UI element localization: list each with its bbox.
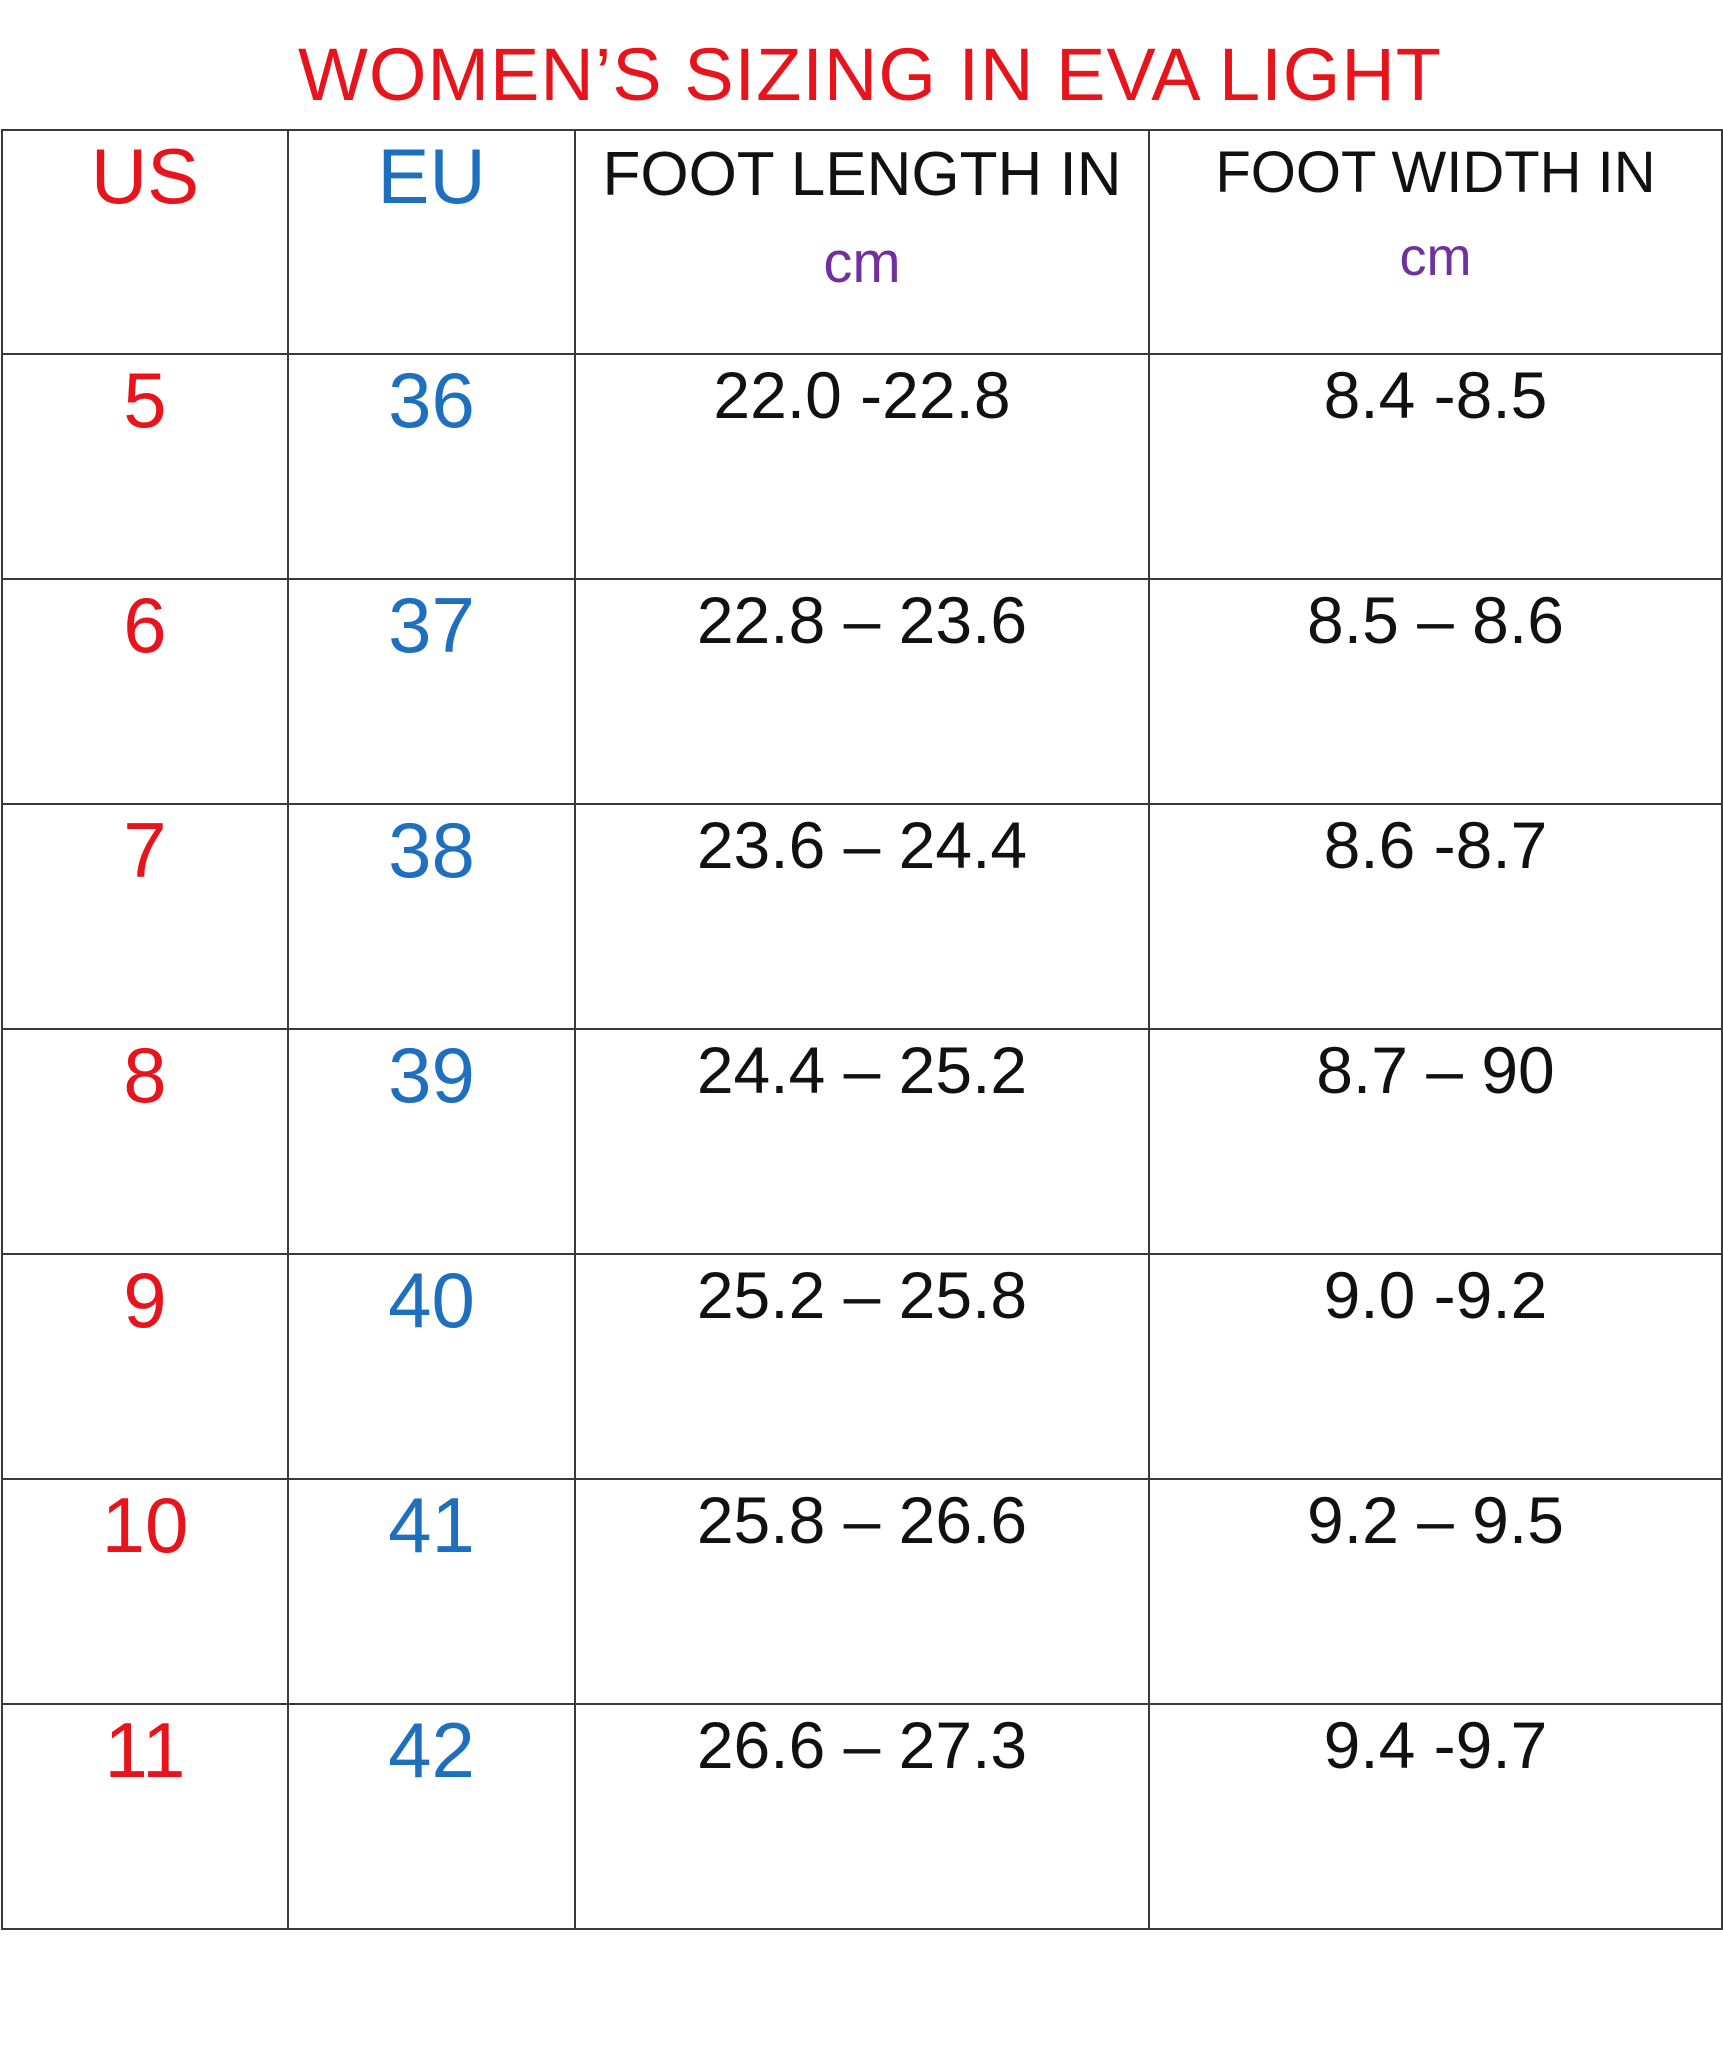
eu-size-value: 39: [388, 1031, 475, 1119]
foot-length-cell: 24.4 – 25.2: [574, 1028, 1150, 1255]
eu-size-cell: 37: [287, 578, 576, 805]
us-size-value: 7: [123, 806, 167, 894]
us-size-cell: 6: [1, 578, 289, 805]
eu-size-value: 42: [388, 1706, 475, 1794]
foot-length-value: 23.6 – 24.4: [696, 808, 1028, 882]
foot-width-value: 9.2 – 9.5: [1307, 1483, 1564, 1557]
us-size-value: 6: [123, 581, 167, 669]
table-row: 5 36 22.0 -22.8 8.4 -8.5: [1, 353, 1723, 580]
foot-length-value: 22.0 -22.8: [713, 358, 1011, 432]
table-row: 8 39 24.4 – 25.2 8.7 – 90: [1, 1028, 1723, 1255]
foot-width-value: 9.4 -9.7: [1323, 1708, 1548, 1782]
page-title: WOMEN’S SIZING IN EVA LIGHT: [298, 33, 1442, 116]
table-row: 9 40 25.2 – 25.8 9.0 -9.2: [1, 1253, 1723, 1480]
us-size-value: 5: [123, 356, 167, 444]
foot-width-cell: 8.6 -8.7: [1148, 803, 1723, 1030]
us-size-cell: 11: [1, 1703, 289, 1930]
foot-width-cell: 8.7 – 90: [1148, 1028, 1723, 1255]
header-foot-width-unit: cm: [1399, 227, 1472, 287]
table-row: 7 38 23.6 – 24.4 8.6 -8.7: [1, 803, 1723, 1030]
us-size-value: 9: [123, 1256, 167, 1344]
foot-length-value: 24.4 – 25.2: [696, 1033, 1028, 1107]
foot-width-cell: 8.4 -8.5: [1148, 353, 1723, 580]
foot-width-cell: 9.2 – 9.5: [1148, 1478, 1723, 1705]
foot-width-value: 9.0 -9.2: [1323, 1258, 1548, 1332]
us-size-cell: 8: [1, 1028, 289, 1255]
foot-width-cell: 9.4 -9.7: [1148, 1703, 1723, 1930]
foot-length-value: 26.6 – 27.3: [696, 1708, 1028, 1782]
foot-length-cell: 25.8 – 26.6: [574, 1478, 1150, 1705]
foot-length-value: 22.8 – 23.6: [696, 583, 1028, 657]
eu-size-cell: 40: [287, 1253, 576, 1480]
foot-width-value: 8.4 -8.5: [1323, 358, 1548, 432]
us-size-value: 8: [123, 1031, 167, 1119]
eu-size-value: 40: [388, 1256, 475, 1344]
us-size-cell: 10: [1, 1478, 289, 1705]
eu-size-value: 36: [388, 356, 475, 444]
header-foot-width: FOOT WIDTH IN cm: [1148, 129, 1723, 355]
foot-length-cell: 22.0 -22.8: [574, 353, 1150, 580]
us-size-cell: 9: [1, 1253, 289, 1480]
header-foot-length-unit: cm: [823, 230, 901, 295]
foot-width-cell: 9.0 -9.2: [1148, 1253, 1723, 1480]
foot-length-cell: 26.6 – 27.3: [574, 1703, 1150, 1930]
foot-length-value: 25.8 – 26.6: [696, 1483, 1028, 1557]
foot-width-value: 8.6 -8.7: [1323, 808, 1548, 882]
eu-size-cell: 42: [287, 1703, 576, 1930]
foot-width-value: 8.7 – 90: [1316, 1033, 1555, 1107]
header-eu-label: EU: [377, 132, 486, 220]
eu-size-cell: 38: [287, 803, 576, 1030]
us-size-cell: 7: [1, 803, 289, 1030]
foot-length-cell: 22.8 – 23.6: [574, 578, 1150, 805]
eu-size-value: 41: [388, 1481, 475, 1569]
foot-length-cell: 25.2 – 25.8: [574, 1253, 1150, 1480]
eu-size-cell: 36: [287, 353, 576, 580]
header-eu: EU: [287, 129, 576, 355]
foot-length-value: 25.2 – 25.8: [696, 1258, 1028, 1332]
header-foot-length-label: FOOT LENGTH IN: [602, 140, 1122, 209]
table-row: 11 42 26.6 – 27.3 9.4 -9.7: [1, 1703, 1723, 1930]
eu-size-cell: 39: [287, 1028, 576, 1255]
us-size-value: 11: [104, 1706, 186, 1794]
table-row: 10 41 25.8 – 26.6 9.2 – 9.5: [1, 1478, 1723, 1705]
table-row: 6 37 22.8 – 23.6 8.5 – 8.6: [1, 578, 1723, 805]
sizing-table: US EU FOOT LENGTH IN cm FOOT WIDTH IN cm…: [1, 129, 1723, 1930]
eu-size-cell: 41: [287, 1478, 576, 1705]
header-foot-width-label: FOOT WIDTH IN: [1215, 140, 1656, 205]
header-us: US: [1, 129, 289, 355]
header-foot-length: FOOT LENGTH IN cm: [574, 129, 1150, 355]
eu-size-value: 37: [388, 581, 475, 669]
us-size-value: 10: [101, 1481, 189, 1569]
us-size-cell: 5: [1, 353, 289, 580]
foot-width-value: 8.5 – 8.6: [1307, 583, 1564, 657]
foot-length-cell: 23.6 – 24.4: [574, 803, 1150, 1030]
foot-width-cell: 8.5 – 8.6: [1148, 578, 1723, 805]
table-header-row: US EU FOOT LENGTH IN cm FOOT WIDTH IN cm: [1, 129, 1723, 355]
eu-size-value: 38: [388, 806, 475, 894]
header-us-label: US: [90, 132, 200, 220]
table-body: 5 36 22.0 -22.8 8.4 -8.5 6 37 22.8 – 23.6 8.5 –…: [1, 353, 1723, 1930]
